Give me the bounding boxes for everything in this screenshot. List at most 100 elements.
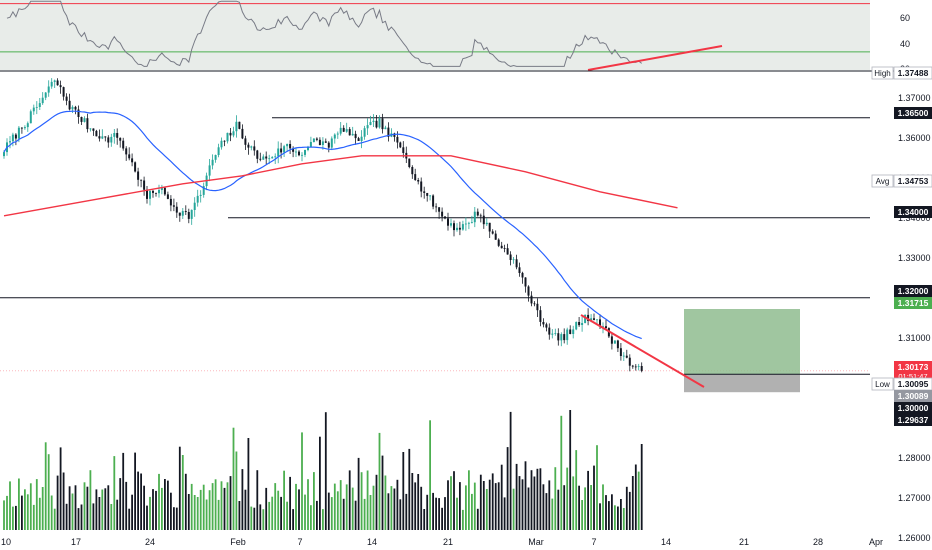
candle-body [184,211,187,212]
candle-body [411,167,414,175]
volume-bar [59,447,62,530]
volume-bar [339,480,342,530]
candle-body [345,129,348,132]
price-tick-label: 1.28000 [898,453,931,463]
price-marker-box [894,414,932,426]
volume-bar [387,493,390,530]
volume-bar [566,467,569,530]
volume-bar [465,485,467,530]
candle-body [450,223,452,226]
volume-bar [9,481,11,530]
volume-bar [286,501,288,530]
volume-bar [593,465,595,530]
volume-bar [107,485,110,530]
volume-bar [640,444,643,530]
candle-body [169,198,172,206]
volume-bar [26,494,29,530]
price-marker-tag: High [874,69,890,78]
candle-body [336,133,339,135]
candle-body [152,190,154,193]
volume-layer [3,410,643,530]
long-position-box[interactable] [684,309,870,393]
volume-bar [426,494,429,530]
volume-bar [313,472,315,530]
volume-bar [539,468,542,530]
trendlines[interactable] [580,314,705,388]
volume-bar [634,464,637,530]
time-tick-label: 14 [367,537,377,547]
volume-bar [95,489,98,530]
volume-bar [226,482,229,530]
volume-bar [336,491,339,530]
candle-body [372,120,375,122]
price-tick-label: 1.31000 [898,333,931,343]
price-marker-value: 1.37488 [898,68,929,78]
volume-bar [515,463,518,530]
volume-bar [503,497,506,530]
candle-body [71,106,74,110]
volume-bar [533,476,536,530]
candle-body [315,138,318,140]
volume-bar [6,495,8,530]
candle-body [503,248,506,249]
volume-bar [295,483,297,530]
candle-body [575,322,578,330]
candle-body [301,154,303,156]
candle-body [518,267,521,273]
volume-bar [56,475,59,530]
candle-body [330,138,333,148]
volume-bar [488,479,491,530]
time-axis[interactable]: 10 17 24 Feb 7 14 21 Mar 7 14 21 28 Apr [1,537,883,547]
candle-body [414,174,417,180]
volume-bar [596,445,598,530]
candle-body [29,111,32,124]
volume-bar [187,494,190,530]
candle-body [634,366,637,368]
candle-body [578,322,581,326]
candle-body [467,222,470,224]
volume-bar [277,490,280,530]
volume-bar [89,470,92,530]
candle-body [181,211,184,216]
candle-body [393,133,396,137]
candle-body [536,303,539,311]
price-marker-tag: Low [875,380,890,389]
ma-slow-line [3,155,678,217]
price-marker-box [894,285,932,297]
candle-body [50,81,53,87]
candle-body [107,137,110,143]
volume-bar [152,489,154,530]
volume-bar [247,438,250,530]
candle-body [163,187,166,195]
candle-body [426,193,429,196]
price-marker-box [894,390,932,402]
volume-bar [617,506,619,530]
volume-bar [74,485,77,530]
candle-body [211,159,214,166]
volume-bar [41,487,44,530]
volume-bar [155,490,157,530]
candle-body [214,155,217,160]
candle-body [125,148,128,155]
price-tick-label: 1.37000 [898,93,931,103]
candle-body [625,355,628,358]
volume-bar [530,470,533,530]
volume-bar [417,474,420,530]
candle-body [178,212,181,216]
candle-body [89,128,92,130]
time-tick-label: 24 [145,537,155,547]
volume-bar [506,447,509,530]
candle-body [554,333,557,334]
candle-body [593,318,595,320]
volume-bar [38,497,41,530]
price-marker-box [894,206,932,218]
candle-body [104,136,107,138]
candle-body [274,156,277,158]
price-axis[interactable]: 1.370001.360001.350001.340001.330001.320… [871,66,932,543]
price-marker-tag: Avg [876,177,890,186]
volume-bar [560,415,563,530]
volume-bar [608,501,610,530]
volume-bar [47,454,50,530]
candle-body [80,117,83,122]
